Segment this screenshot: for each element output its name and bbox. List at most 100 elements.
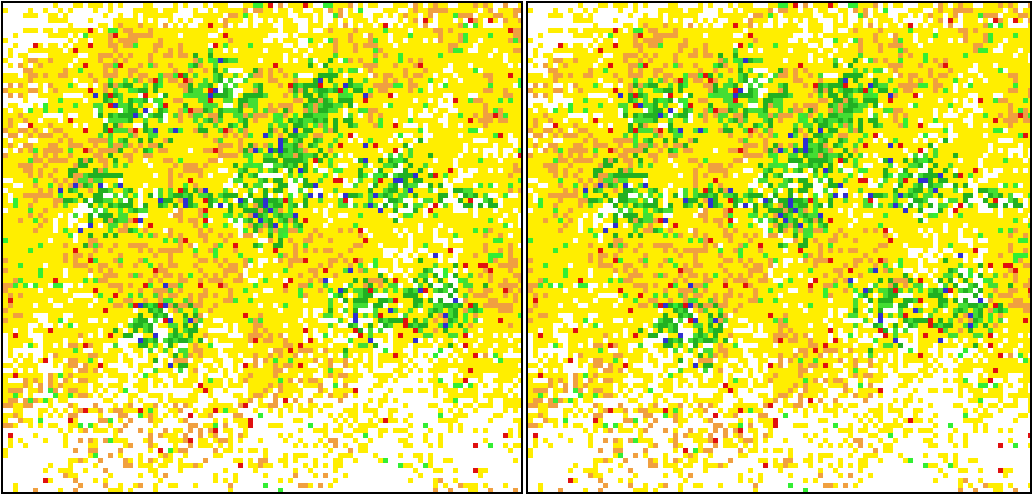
map-cell: [468, 98, 473, 103]
map-cell: [308, 58, 313, 63]
map-cell: [168, 198, 173, 203]
map-cell: [498, 28, 503, 33]
map-cell: [98, 133, 103, 138]
map-cell: [423, 188, 428, 193]
map-cell: [128, 198, 133, 203]
map-cell: [248, 268, 253, 273]
map-cell: [353, 68, 358, 73]
map-cell: [178, 168, 183, 173]
map-cell: [458, 108, 463, 113]
map-cell: [123, 268, 128, 273]
map-cell: [328, 168, 333, 173]
map-cell: [478, 153, 483, 158]
map-cell: [328, 228, 333, 233]
map-cell: [48, 108, 53, 113]
map-cell: [168, 253, 173, 258]
map-cell: [33, 198, 38, 203]
map-cell: [93, 143, 98, 148]
map-cell: [48, 123, 53, 128]
map-cell: [243, 123, 248, 128]
map-cell: [28, 263, 33, 268]
map-cell: [378, 48, 383, 53]
map-cell: [63, 238, 68, 243]
map-cell: [193, 88, 198, 93]
map-cell: [398, 263, 403, 268]
map-cell: [113, 108, 118, 113]
map-cell: [423, 178, 428, 183]
map-cell: [248, 83, 253, 88]
map-cell: [113, 103, 118, 108]
map-cell: [253, 63, 258, 68]
map-cell: [188, 128, 193, 133]
map-cell: [18, 248, 23, 253]
map-cell: [343, 143, 348, 148]
map-cell: [298, 183, 303, 188]
map-cell: [403, 108, 408, 113]
map-cell: [493, 173, 498, 178]
map-cell: [193, 38, 198, 43]
map-cell: [228, 198, 233, 203]
map-cell: [68, 208, 73, 213]
map-cell: [43, 68, 48, 73]
map-cell: [358, 13, 363, 18]
map-cell: [453, 38, 458, 43]
map-cell: [223, 273, 228, 278]
map-cell: [493, 113, 498, 118]
map-cell: [8, 168, 13, 173]
map-cell: [433, 123, 438, 128]
map-cell: [138, 153, 143, 158]
map-cell: [413, 73, 418, 78]
map-cell: [388, 228, 393, 233]
map-cell: [118, 63, 123, 68]
map-cell: [488, 183, 493, 188]
map-cell: [18, 228, 23, 233]
map-cell: [53, 183, 58, 188]
map-cell: [158, 278, 163, 283]
map-cell: [448, 13, 453, 18]
map-cell: [488, 173, 493, 178]
map-cell: [88, 128, 93, 133]
map-cell: [38, 63, 43, 68]
map-cell: [108, 153, 113, 158]
map-cell: [53, 48, 58, 53]
map-cell: [218, 133, 223, 138]
map-cell: [8, 248, 13, 253]
map-cell: [518, 263, 523, 268]
map-cell: [333, 133, 338, 138]
map-cell: [263, 83, 268, 88]
map-cell: [448, 233, 453, 238]
map-cell: [443, 223, 448, 228]
map-cell: [518, 173, 523, 178]
map-cell: [13, 153, 18, 158]
map-cell: [373, 138, 378, 143]
map-cell: [268, 43, 273, 48]
map-cell: [48, 258, 53, 263]
map-cell: [188, 208, 193, 213]
map-cell: [178, 223, 183, 228]
map-cell: [283, 73, 288, 78]
map-cell: [413, 183, 418, 188]
map-cell: [153, 18, 158, 23]
map-cell: [123, 18, 128, 23]
map-cell: [418, 73, 423, 78]
map-cell: [118, 3, 123, 8]
map-cell: [398, 278, 403, 283]
map-cell: [463, 193, 468, 198]
map-cell: [393, 198, 398, 203]
map-cell: [3, 8, 8, 13]
map-cell: [308, 193, 313, 198]
map-cell: [143, 168, 148, 173]
map-cell: [168, 228, 173, 233]
map-cell: [348, 223, 353, 228]
map-cell: [133, 198, 138, 203]
map-cell: [428, 93, 433, 98]
map-cell: [343, 78, 348, 83]
map-cell: [343, 253, 348, 258]
map-cell: [198, 128, 203, 133]
map-cell: [103, 128, 108, 133]
map-cell: [163, 123, 168, 128]
map-cell: [133, 143, 138, 148]
map-cell: [513, 168, 518, 173]
map-cell: [288, 53, 293, 58]
map-cell: [328, 8, 333, 13]
